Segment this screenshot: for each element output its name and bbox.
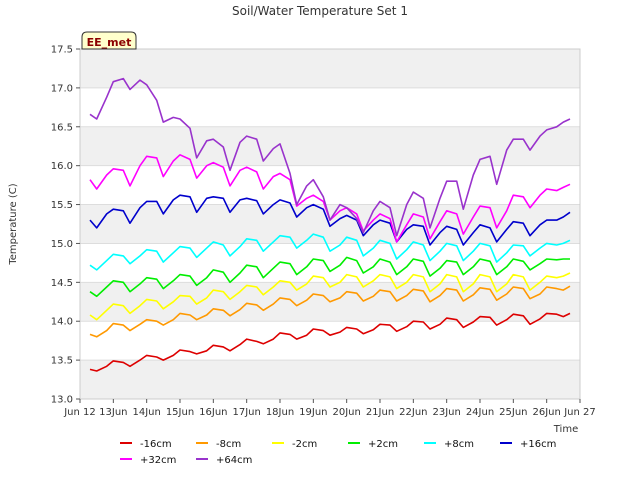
station-badge: EE_met (81, 31, 137, 50)
series-line-8cm (89, 285, 571, 338)
x-tick-label: 16Jun (199, 407, 227, 418)
legend: -16cm -8cm -2cm +2cm +8cm +16cm +32cm +64cm (120, 439, 556, 466)
legend-label: -8cm (216, 439, 241, 450)
x-tick-label: 19Jun (299, 407, 327, 418)
x-axis-title: Time (553, 424, 578, 435)
legend-label: -2cm (292, 439, 317, 450)
y-tick-label: 15.0 (51, 239, 73, 250)
series-line-64cm (89, 77, 571, 237)
series-line-2cm (89, 256, 570, 298)
background-band (80, 126, 580, 166)
legend-label: +8cm (444, 439, 474, 450)
plot-background-bands (80, 49, 580, 399)
y-tick-label: 16.0 (51, 161, 73, 172)
x-tick-label: 13Jun (99, 407, 127, 418)
series-line-16cm (89, 194, 571, 246)
legend-label: +16cm (520, 439, 556, 450)
x-tick-label: 22Jun (399, 407, 427, 418)
plot-frame (79, 48, 581, 400)
x-tick-label: 17Jun (232, 407, 260, 418)
legend-label: +32cm (140, 455, 176, 466)
y-tick-label: 17.5 (51, 45, 73, 56)
background-band (80, 49, 580, 88)
legend-label: +2cm (368, 439, 398, 450)
x-tick-label: 14Jun (132, 407, 160, 418)
x-tick-label: Jun 12 (63, 407, 96, 418)
x-tick-label: Jun 27 (563, 407, 596, 418)
x-axis-ticks: Jun 12 13Jun 14Jun 15Jun 16Jun 17Jun 18Jun 19Ju… (63, 399, 596, 418)
y-axis-title: Temperature (C) (8, 183, 19, 265)
y-tick-label: 13.5 (51, 356, 73, 367)
station-badge-box (81, 31, 137, 50)
x-tick-label: 23Jun (432, 407, 460, 418)
series-layer (89, 77, 571, 372)
x-tick-label: 18Jun (266, 407, 294, 418)
series-line-16cm (89, 312, 571, 372)
y-tick-label: 14.5 (51, 278, 73, 289)
legend-label: +64cm (216, 455, 252, 466)
x-tick-label: 26Jun (532, 407, 560, 418)
y-tick-label: 16.5 (51, 122, 73, 133)
x-tick-label: 15Jun (166, 407, 194, 418)
y-tick-label: 13.0 (51, 395, 73, 406)
y-tick-label: 15.5 (51, 200, 73, 211)
y-tick-label: 14.0 (51, 317, 73, 328)
x-tick-label: 24Jun (466, 407, 494, 418)
y-axis-ticks: 13.0 13.5 14.0 14.5 15.0 15.5 16.0 16.5 17.0 17.5 (51, 45, 80, 406)
x-tick-label: 25Jun (499, 407, 527, 418)
background-band (80, 360, 580, 399)
series-line-8cm (89, 233, 571, 271)
background-band (80, 204, 580, 244)
chart-title: Soil/Water Temperature Set 1 (232, 4, 408, 18)
legend-label: -16cm (140, 439, 172, 450)
station-badge-label: EE_met (87, 36, 132, 49)
x-tick-label: 20Jun (332, 407, 360, 418)
x-tick-label: 21Jun (366, 407, 394, 418)
y-tick-label: 17.0 (51, 83, 73, 94)
series-line-2cm (89, 272, 571, 321)
